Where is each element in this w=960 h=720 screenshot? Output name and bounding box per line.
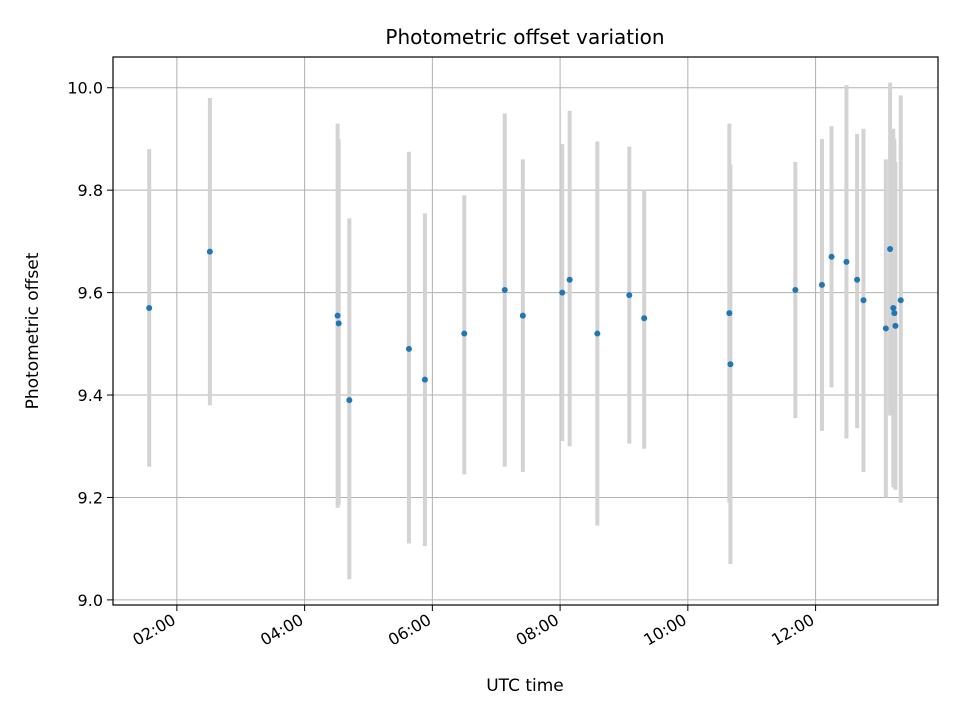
data-point bbox=[626, 292, 633, 299]
y-tick-label: 9.2 bbox=[78, 488, 103, 507]
data-point bbox=[519, 312, 526, 319]
data-point bbox=[792, 287, 799, 294]
data-point bbox=[501, 287, 508, 294]
y-tick-label: 9.6 bbox=[78, 284, 103, 303]
y-tick-label: 10.0 bbox=[67, 79, 103, 98]
data-point bbox=[890, 304, 897, 311]
data-point bbox=[405, 345, 412, 352]
data-point bbox=[897, 297, 904, 304]
data-point bbox=[891, 310, 898, 317]
data-point bbox=[854, 276, 861, 283]
grid-lines bbox=[113, 57, 938, 605]
data-point bbox=[335, 320, 342, 327]
data-point bbox=[346, 397, 353, 404]
data-point bbox=[843, 258, 850, 265]
data-point bbox=[892, 322, 899, 329]
data-point bbox=[421, 376, 428, 383]
chart-title: Photometric offset variation bbox=[385, 25, 664, 49]
data-point bbox=[206, 248, 213, 255]
data-point bbox=[882, 325, 889, 332]
data-point bbox=[860, 297, 867, 304]
data-point bbox=[461, 330, 468, 337]
data-point bbox=[334, 312, 341, 319]
data-point bbox=[726, 310, 733, 317]
y-axis-ticks: 9.0 9.2 9.4 9.6 9.8 10.0 bbox=[67, 79, 113, 610]
data-point bbox=[566, 276, 573, 283]
data-point bbox=[594, 330, 601, 337]
y-tick-label: 9.0 bbox=[78, 591, 103, 610]
data-point bbox=[828, 253, 835, 260]
x-axis-label: UTC time bbox=[486, 676, 564, 696]
y-tick-label: 9.8 bbox=[78, 181, 103, 200]
data-point bbox=[887, 246, 894, 253]
plot-frame bbox=[112, 56, 939, 606]
y-axis-label: Photometric offset bbox=[23, 252, 43, 409]
data-point bbox=[818, 281, 825, 288]
data-point bbox=[641, 315, 648, 322]
data-point bbox=[146, 304, 153, 311]
data-point bbox=[727, 361, 734, 368]
data-points bbox=[146, 246, 904, 404]
data-point bbox=[559, 289, 566, 296]
y-tick-label: 9.4 bbox=[78, 386, 103, 405]
